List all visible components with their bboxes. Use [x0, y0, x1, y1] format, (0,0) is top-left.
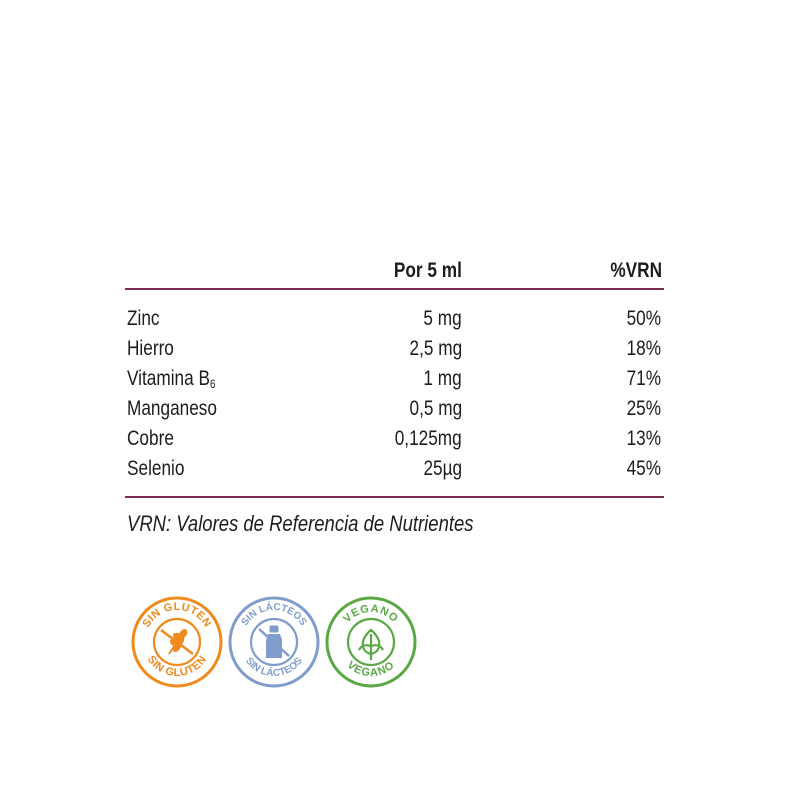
table-header: Por 5 ml %VRN [125, 256, 664, 288]
nutrient-name: Manganeso [127, 397, 217, 420]
nutrient-vrn: 25% [626, 397, 661, 420]
nutrient-name: Vitamina B6 [127, 367, 216, 391]
nutrient-vrn: 45% [626, 457, 661, 480]
table-body: Zinc 5 mg 50% Hierro 2,5 mg 18% Vitamina… [125, 290, 664, 496]
nutrient-subscript: 6 [209, 377, 216, 391]
svg-text:SIN LÁCTEOS: SIN LÁCTEOS [243, 655, 305, 679]
badge-label: VEGANO [341, 603, 400, 625]
nutrient-amount: 2,5 mg [409, 337, 462, 360]
bottle-crossed-icon: SIN LÁCTEOS SIN LÁCTEOS [228, 596, 320, 688]
column-header-amount: Por 5 ml [394, 259, 462, 282]
nutrient-amount: 25µg [423, 457, 462, 480]
wheat-crossed-icon: SIN GLUTEN SIN GLUTEN [131, 596, 223, 688]
nutrient-vrn: 71% [626, 367, 661, 390]
badge-label: SIN GLUTEN [145, 654, 209, 680]
svg-text:VEGANO: VEGANO [345, 659, 397, 679]
table-row: Selenio 25µg 45% [125, 454, 664, 484]
nutrient-vrn: 13% [626, 427, 661, 450]
nutrient-vrn: 18% [626, 337, 661, 360]
svg-text:SIN GLUTEN: SIN GLUTEN [145, 654, 209, 680]
dairy-free-badge: SIN LÁCTEOS SIN LÁCTEOS [228, 596, 320, 688]
leaf-icon: VEGANO VEGANO [325, 596, 417, 688]
nutrient-amount: 1 mg [423, 367, 462, 390]
nutrient-name: Zinc [127, 307, 160, 330]
nutrient-amount: 5 mg [423, 307, 462, 330]
header-divider [125, 288, 664, 290]
nutrient-name: Cobre [127, 427, 174, 450]
badge-label: VEGANO [345, 659, 396, 679]
column-header-vrn: %VRN [610, 259, 662, 282]
nutrient-amount: 0,125mg [394, 427, 462, 450]
badge-label: SIN LÁCTEOS [243, 655, 305, 679]
nutrient-amount: 0,5 mg [409, 397, 462, 420]
nutrient-vrn: 50% [626, 307, 661, 330]
gluten-free-badge: SIN GLUTEN SIN GLUTEN [131, 596, 223, 688]
nutrition-table: Por 5 ml %VRN Zinc 5 mg 50% Hierro 2,5 m… [125, 256, 664, 498]
badge-row: SIN GLUTEN SIN GLUTEN [131, 596, 421, 688]
vegan-badge: VEGANO VEGANO [325, 596, 417, 688]
table-row: Manganeso 0,5 mg 25% [125, 394, 664, 424]
table-row: Zinc 5 mg 50% [125, 304, 664, 334]
table-row: Cobre 0,125mg 13% [125, 424, 664, 454]
footnote: VRN: Valores de Referencia de Nutrientes [127, 511, 474, 536]
footer-divider [125, 496, 664, 498]
svg-text:VEGANO: VEGANO [341, 603, 401, 625]
nutrient-name: Hierro [127, 337, 174, 360]
table-row: Hierro 2,5 mg 18% [125, 334, 664, 364]
nutrient-name: Selenio [127, 457, 185, 480]
table-row: Vitamina B6 1 mg 71% [125, 364, 664, 394]
